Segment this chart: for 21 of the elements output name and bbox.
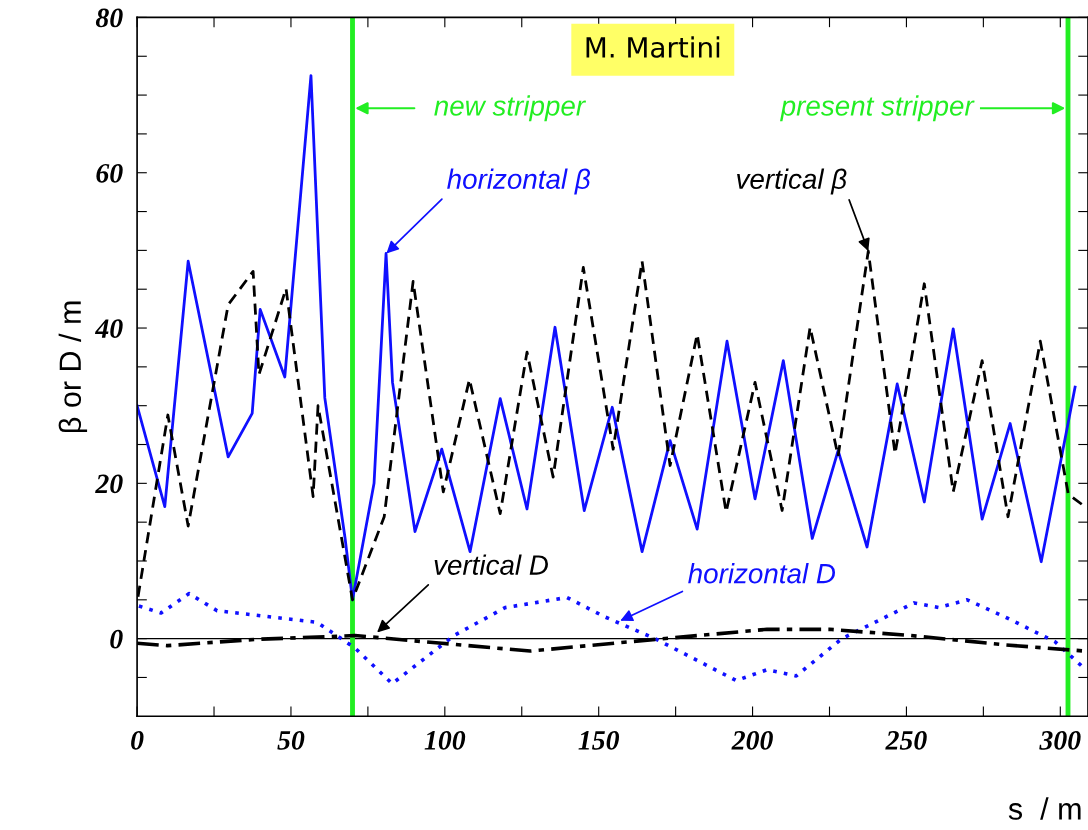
x-tick-label: 250 [885,730,927,750]
y-tick-label: 80 [95,8,123,28]
x-tick-label: 150 [578,730,620,750]
x-tick-label: 200 [731,730,773,750]
y-tick-label: 40 [94,319,123,338]
y-tick-label: 0 [110,629,123,649]
annotation: horizontal D [688,563,836,584]
annotation: vertical β [737,168,847,195]
y-tick-label: 20 [95,474,123,494]
x-tick-label: 0 [131,730,144,750]
ref-line-label: new stripper [434,95,587,122]
x-tick-label: 300 [1039,730,1081,750]
x-tick-label: 100 [424,730,466,750]
ref-line-label: present stripper [780,95,975,122]
annotation: horizontal β [447,168,591,195]
y-tick-label: 60 [96,163,123,183]
y-axis-title: β or D / m [58,301,88,433]
annotation: M. Martini [586,36,720,58]
annotation: vertical D [434,554,548,575]
x-axis-title: s / m [1008,797,1081,820]
x-tick-label: 50 [277,730,305,750]
